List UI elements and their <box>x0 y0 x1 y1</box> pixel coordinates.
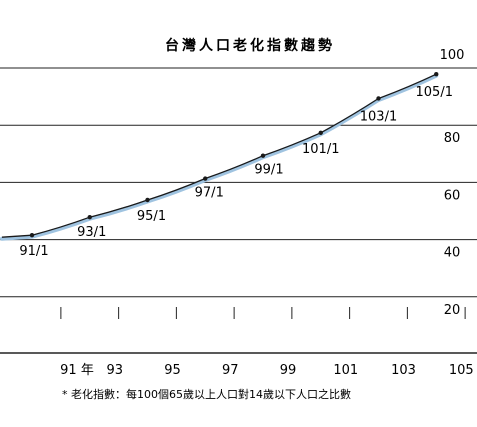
data-point <box>434 71 439 77</box>
y-tick-label: 60 <box>444 188 461 203</box>
point-label: 95/1 <box>137 209 166 224</box>
point-label: 101/1 <box>302 142 339 157</box>
series-line <box>1 73 437 238</box>
x-tick-label: 101 <box>333 363 358 378</box>
data-point <box>87 214 92 220</box>
footnote: * 老化指數：每100個65歲以上人口對14歲以下人口之比數 <box>62 387 351 401</box>
x-tick-label: 91 年 <box>60 363 94 378</box>
series-line-shadow <box>0 73 439 241</box>
y-ticks: 20 40 60 80 100 <box>440 48 465 318</box>
point-label: 99/1 <box>254 163 283 178</box>
x-tick-label: 99 <box>280 363 297 378</box>
point-label: 105/1 <box>416 85 453 100</box>
data-point <box>203 176 208 181</box>
point-labels: 91/1 93/1 95/1 97/1 99/1 101/1 103/1 105/1 <box>19 85 453 259</box>
y-tick-label: 20 <box>444 303 461 318</box>
data-point <box>260 153 266 158</box>
x-tick-label: 105 <box>449 363 474 378</box>
y-tick-label: 100 <box>440 48 465 63</box>
point-label: 93/1 <box>77 225 106 240</box>
point-label: 103/1 <box>360 109 397 124</box>
series <box>0 71 439 241</box>
x-tick-label: 93 <box>106 363 123 378</box>
grid <box>0 67 477 354</box>
x-tick-label: 95 <box>164 363 181 378</box>
chart-title: 台灣人口老化指數趨勢 <box>165 37 335 54</box>
x-tick-label: 97 <box>222 363 239 378</box>
point-label: 97/1 <box>195 186 224 201</box>
data-point <box>318 130 323 135</box>
data-point <box>376 96 381 101</box>
x-tick-label: 103 <box>391 363 416 378</box>
y-tick-label: 80 <box>444 131 461 146</box>
data-point <box>29 232 35 238</box>
y-tick-label: 40 <box>444 246 461 261</box>
point-label: 91/1 <box>19 244 48 259</box>
x-ticks: 91 年 93 95 97 99 101 103 105 <box>60 363 474 378</box>
data-point <box>145 197 150 203</box>
